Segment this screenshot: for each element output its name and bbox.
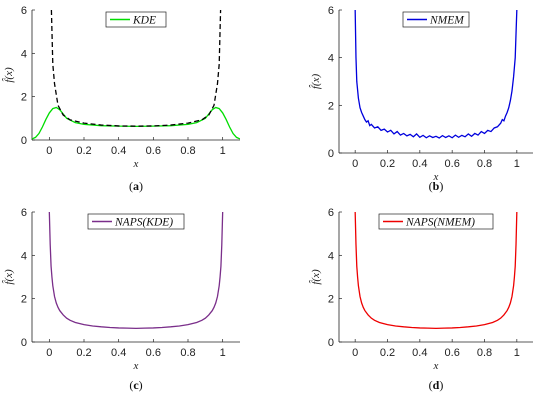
legend-box: [105, 11, 167, 28]
x-axis-label: x: [433, 360, 439, 372]
x-tick-label: 0.8: [180, 347, 195, 359]
x-tick-label: 0: [352, 158, 358, 170]
y-tick-label: 4: [328, 250, 334, 262]
series-line: [32, 106, 240, 140]
x-tick-label: 0.8: [180, 145, 195, 157]
x-tick-label: 1: [514, 158, 520, 170]
chart-panel: 0 0.2 0.4 0.6 0.8 1 0 2 4 6 x f̂(x) NAPS(KDE) (c): [2, 207, 240, 392]
x-tick-label: 0.2: [380, 347, 395, 359]
legend-box: [402, 11, 470, 28]
x-tick-label: 0.4: [412, 347, 427, 359]
y-axis-label: f̂(x): [309, 269, 322, 285]
x-tick-label: 0: [46, 347, 52, 359]
x-tick-label: 0.2: [76, 145, 91, 157]
series-line: [354, 10, 518, 139]
y-axis-label: f̂(x): [2, 269, 15, 285]
series-line: [354, 212, 518, 330]
panel-caption: (c): [129, 378, 142, 392]
y-tick-label: 4: [21, 48, 27, 60]
x-tick-label: 0.2: [380, 158, 395, 170]
y-tick-label: 4: [328, 53, 334, 65]
x-tick-label: 0.4: [412, 158, 427, 170]
y-tick-label: 6: [21, 5, 27, 17]
x-axis-label: x: [433, 171, 439, 183]
series-line: [50, 10, 222, 127]
y-tick-label: 6: [328, 5, 334, 17]
y-tick-label: 2: [328, 100, 334, 112]
x-tick-label: 0: [352, 347, 358, 359]
x-tick-label: 0.6: [445, 158, 460, 170]
legend-box: [87, 213, 185, 230]
y-tick-label: 2: [21, 294, 27, 306]
y-tick-label: 2: [21, 92, 27, 104]
panel-caption: (d): [429, 378, 444, 392]
legend-label: KDE: [132, 15, 156, 27]
panel-caption: (b): [429, 179, 444, 193]
chart-panel: 0 0.2 0.4 0.6 0.8 1 0 2 4 6 x f̂(x) NAPS(NMEM) (d): [309, 207, 533, 392]
y-axis-label: f̂(x): [309, 74, 322, 90]
y-axis-label: f̂(x): [2, 67, 15, 83]
x-tick-label: 0.6: [445, 347, 460, 359]
legend-label: NAPS(NMEM): [405, 217, 475, 229]
x-tick-label: 0.6: [146, 347, 161, 359]
chart-panel: 0 0.2 0.4 0.6 0.8 1 0 2 4 6 x f̂(x) NMEM (b): [309, 5, 533, 193]
legend-label: NMEM: [429, 15, 465, 27]
x-tick-label: 0.8: [477, 158, 492, 170]
y-tick-label: 0: [21, 135, 27, 147]
x-tick-label: 0.6: [146, 145, 161, 157]
panel-caption: (a): [129, 179, 143, 193]
y-tick-label: 6: [328, 207, 334, 219]
y-tick-label: 4: [21, 250, 27, 262]
x-tick-label: 0: [46, 145, 52, 157]
x-tick-label: 0.2: [76, 347, 91, 359]
x-axis-label: x: [133, 360, 139, 372]
x-tick-label: 1: [514, 347, 520, 359]
x-tick-label: 0.8: [477, 347, 492, 359]
y-tick-label: 6: [21, 207, 27, 219]
y-tick-label: 2: [328, 294, 334, 306]
x-axis-label: x: [133, 158, 139, 170]
legend-box: [378, 213, 494, 230]
x-tick-label: 0.4: [111, 347, 126, 359]
y-tick-label: 0: [21, 337, 27, 349]
legend-label: NAPS(KDE): [114, 217, 173, 229]
y-tick-label: 0: [328, 148, 334, 160]
series-line: [48, 212, 224, 330]
x-tick-label: 1: [220, 347, 226, 359]
chart-panel: 0 0.2 0.4 0.6 0.8 1 0 2 4 6 x f̂(x) KDE (a): [2, 5, 240, 193]
x-tick-label: 1: [220, 145, 226, 157]
x-tick-label: 0.4: [111, 145, 126, 157]
y-tick-label: 0: [328, 337, 334, 349]
